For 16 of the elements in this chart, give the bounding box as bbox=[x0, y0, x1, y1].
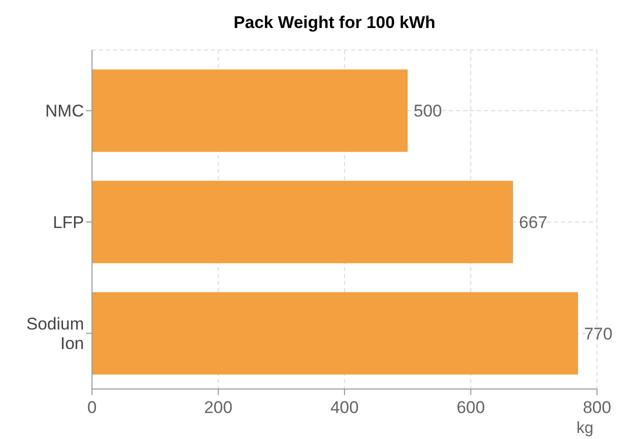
x-tick-label: 800 bbox=[582, 398, 612, 417]
x-tick-label: 200 bbox=[204, 398, 232, 417]
data-label: 500 bbox=[414, 102, 442, 121]
x-tick-label: 400 bbox=[330, 398, 359, 417]
y-tick-label: LFP bbox=[52, 212, 84, 232]
y-tick-label: Sodium Ion bbox=[26, 314, 84, 353]
bar bbox=[92, 292, 578, 375]
chart-title: Pack Weight for 100 kWh bbox=[234, 13, 436, 32]
y-tick-label: NMC bbox=[45, 102, 84, 121]
x-axis-title: kg bbox=[576, 420, 594, 437]
bar bbox=[92, 180, 514, 264]
data-label: 667 bbox=[519, 212, 548, 232]
bar bbox=[92, 69, 408, 152]
x-tick-label: 0 bbox=[87, 398, 97, 417]
x-tick-label: 600 bbox=[456, 398, 485, 417]
data-label: 770 bbox=[584, 324, 612, 344]
